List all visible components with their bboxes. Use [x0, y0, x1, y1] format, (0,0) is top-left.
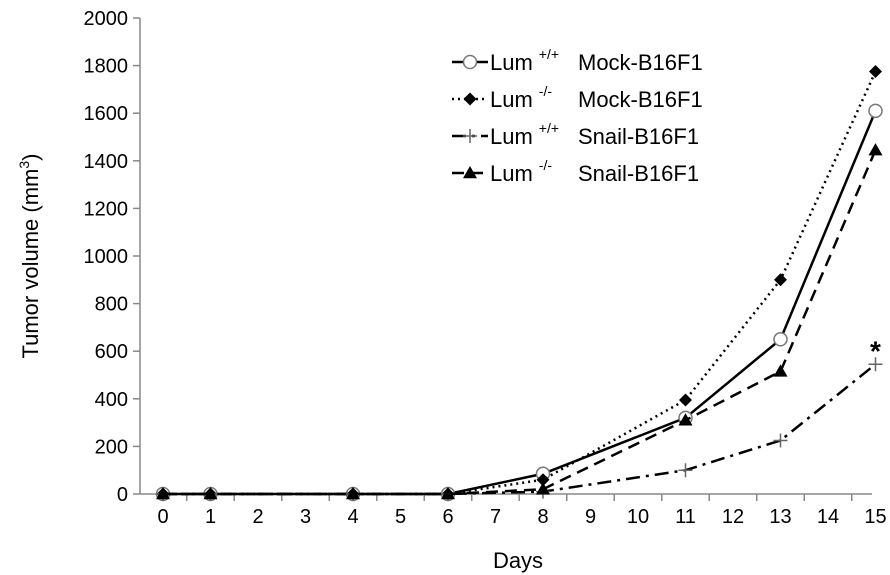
x-tick-label: 3 [300, 506, 311, 528]
legend-label-2: Lum -/- Mock-B16F1 [490, 83, 703, 112]
legend-item-1: Lum +/+ Mock-B16F1 [452, 46, 703, 75]
x-tick-label: 9 [585, 506, 596, 528]
x-tick-label: 1 [205, 506, 216, 528]
x-tick-label: 12 [722, 506, 744, 528]
series-2-point [774, 273, 787, 287]
x-tick-label: 15 [864, 506, 886, 528]
legend-marker-2 [463, 92, 477, 106]
series-layer [155, 65, 883, 502]
y-tick-label: 600 [95, 341, 128, 363]
series-4-point [156, 487, 170, 500]
series-4-point [346, 487, 360, 500]
x-tick-label: 10 [627, 506, 649, 528]
legend-label-superscript: +/+ [539, 120, 559, 136]
series-2-point [869, 65, 882, 79]
y-axis-title-superscript: 3 [16, 161, 32, 169]
legend-label-base: Lum [490, 161, 533, 186]
legend-label-rest: Snail-B16F1 [578, 124, 699, 149]
y-tick-label: 400 [95, 389, 128, 411]
x-tick-label: 7 [490, 506, 501, 528]
legend-label-base: Lum [490, 50, 533, 75]
series-3-point [868, 357, 883, 372]
legend-label-superscript: -/- [539, 83, 553, 99]
legend-label-1: Lum +/+ Mock-B16F1 [490, 46, 703, 75]
x-tick-label: 6 [442, 506, 453, 528]
x-tick-label: 8 [537, 506, 548, 528]
legend-marker-1 [462, 54, 478, 70]
series-4-point [203, 487, 218, 500]
series-3-point [678, 463, 693, 478]
y-tick-label: 1200 [84, 198, 129, 220]
legend-item-4: Lum -/- Snail-B16F1 [452, 157, 699, 186]
x-tick-label: 14 [817, 506, 839, 528]
legend-marker-3 [463, 129, 477, 143]
series-4 [156, 143, 883, 500]
legend-marker-4 [463, 166, 477, 179]
y-axis-title: Tumor volume (mm3) [16, 154, 43, 359]
series-4-point [868, 143, 883, 156]
x-tick-label: 2 [252, 506, 263, 528]
series-3-point [773, 433, 788, 448]
series-4-point [536, 482, 550, 495]
x-tick-label: 4 [347, 506, 358, 528]
legend-label-rest: Mock-B16F1 [578, 87, 703, 112]
legend-label-base: Lum [490, 124, 533, 149]
legend-label-superscript: +/+ [539, 46, 559, 62]
series-line-2 [163, 71, 877, 496]
y-tick-label: 2000 [84, 8, 129, 30]
x-tick-label: 13 [769, 506, 791, 528]
series-2-point [536, 473, 550, 487]
y-tick-label: 200 [95, 436, 128, 458]
legend: Lum +/+ Mock-B16F1 Lum -/- Mock-B16F1 Lum +/+ Sn… [452, 46, 703, 186]
series-2-point [679, 393, 692, 407]
x-tick-label: 5 [395, 506, 406, 528]
legend-item-3: Lum +/+ Snail-B16F1 [452, 120, 699, 149]
series-line-4 [163, 149, 877, 496]
y-tick-label: 1800 [84, 56, 129, 78]
y-tick-label: 800 [95, 294, 128, 316]
series-line-3 [163, 363, 877, 496]
y-tick-label: 1600 [84, 103, 129, 125]
x-tick-label: 11 [675, 506, 696, 528]
series-4-point [773, 364, 788, 377]
series-4-point [678, 413, 693, 426]
y-axis-title-suffix: ) [18, 154, 43, 161]
legend-label-base: Lum [490, 87, 533, 112]
legend-label-superscript: -/- [539, 157, 553, 173]
legend-label-3: Lum +/+ Snail-B16F1 [490, 120, 699, 149]
series-1-point [868, 103, 883, 119]
y-tick-label: 0 [117, 484, 128, 506]
significance-asterisk: * [870, 335, 881, 366]
legend-label-rest: Snail-B16F1 [578, 161, 699, 186]
series-1-point [773, 332, 788, 347]
x-axis-title: Days [493, 548, 543, 573]
y-tick-label: 1400 [84, 151, 129, 173]
legend-label-4: Lum -/- Snail-B16F1 [490, 157, 699, 186]
y-axis-title-main: Tumor volume (mm [18, 169, 43, 359]
y-tick-label: 1000 [84, 246, 129, 268]
legend-item-2: Lum -/- Mock-B16F1 [452, 83, 703, 112]
legend-label-rest: Mock-B16F1 [578, 50, 703, 75]
series-4-point [441, 487, 455, 500]
x-tick-label: 0 [157, 506, 168, 528]
